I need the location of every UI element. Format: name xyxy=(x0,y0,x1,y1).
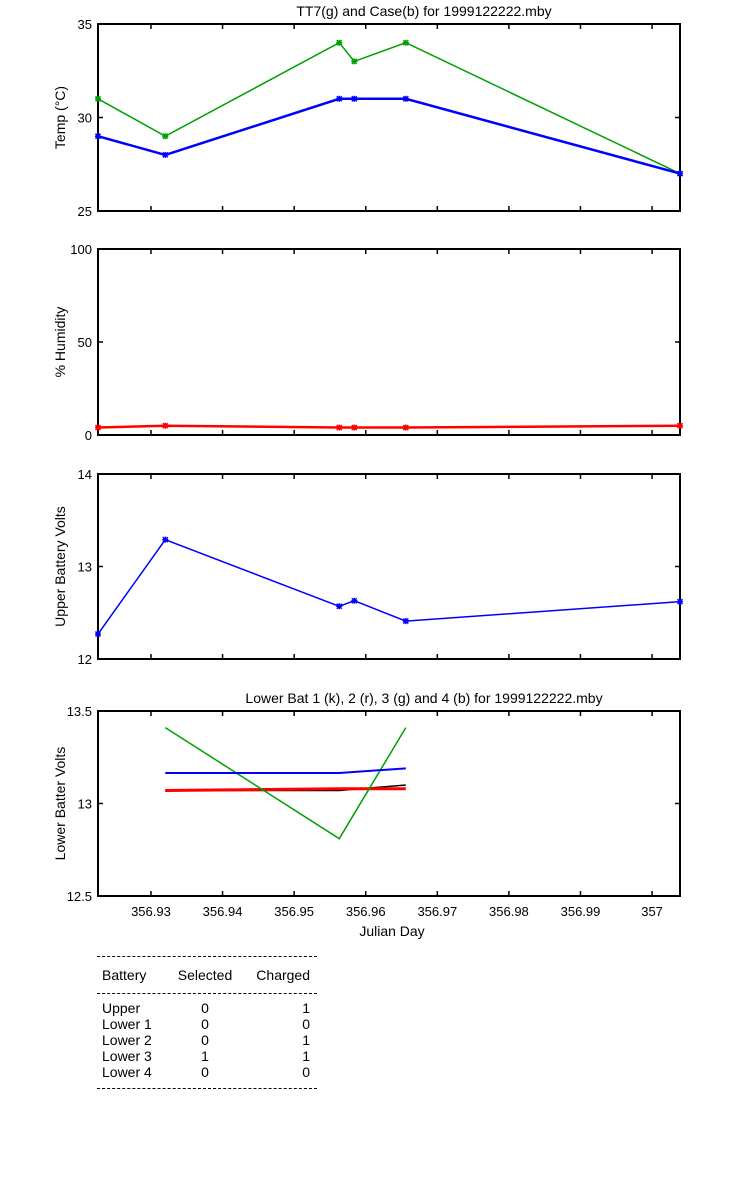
series-line xyxy=(164,727,407,840)
table-row: Lower 4 0 0 xyxy=(97,1064,317,1080)
y-tick-label: 14 xyxy=(78,467,92,482)
data-point xyxy=(94,95,102,102)
divider xyxy=(97,993,317,994)
y-tick-label: 100 xyxy=(70,242,92,257)
table-row: Upper 0 1 xyxy=(97,1000,317,1016)
cell-selected: 0 xyxy=(201,1000,209,1016)
battery-status-table: Battery Selected Charged Upper 0 1 Lower 1… xyxy=(97,956,317,1089)
y-tick-label: 12 xyxy=(78,652,92,667)
y-tick-label: 50 xyxy=(78,335,92,350)
data-point xyxy=(162,133,169,140)
cell-battery: Lower 3 xyxy=(102,1048,152,1064)
data-point xyxy=(336,95,343,102)
plot-title: Lower Bat 1 (k), 2 (r), 3 (g) and 4 (b) … xyxy=(245,690,602,706)
x-tick-label: 356.93 xyxy=(131,904,171,919)
data-point xyxy=(94,424,102,431)
data-point xyxy=(351,597,358,604)
cell-charged: 0 xyxy=(302,1016,310,1032)
cell-selected: 0 xyxy=(201,1016,209,1032)
x-tick-label: 356.97 xyxy=(417,904,457,919)
data-point xyxy=(336,603,343,610)
y-axis-label: Temp (°C) xyxy=(52,86,68,149)
y-tick-label: 25 xyxy=(78,204,92,219)
cell-selected: 1 xyxy=(201,1048,209,1064)
y-tick-label: 35 xyxy=(78,17,92,32)
plot-frame xyxy=(97,473,681,660)
cell-charged: 0 xyxy=(302,1064,310,1080)
cell-battery: Upper xyxy=(102,1000,141,1016)
data-point xyxy=(402,424,409,431)
plot-frame xyxy=(97,248,681,436)
series-line xyxy=(165,767,406,774)
data-point xyxy=(676,170,684,177)
data-point xyxy=(676,598,684,605)
plot-frame xyxy=(97,710,681,897)
y-tick-label: 30 xyxy=(78,111,92,126)
y-axis-label: Lower Batter Volts xyxy=(52,747,68,861)
cell-charged: 1 xyxy=(302,1000,310,1016)
series-line xyxy=(97,424,681,429)
table-header: Battery Selected Charged xyxy=(97,957,317,993)
plot-panel-4: 12.5 13 13.5 356.93 356.94 356.95 356.96 356.97… xyxy=(52,690,681,939)
x-tick-label: 356.96 xyxy=(346,904,386,919)
cell-battery: Lower 1 xyxy=(102,1016,152,1032)
y-tick-label: 12.5 xyxy=(67,889,92,904)
cell-selected: 0 xyxy=(201,1032,209,1048)
data-point xyxy=(336,424,343,431)
data-point xyxy=(336,39,343,46)
data-point xyxy=(94,133,102,140)
table-row: Lower 1 0 0 xyxy=(97,1016,317,1032)
y-tick-label: 0 xyxy=(85,428,92,443)
cell-selected: 0 xyxy=(201,1064,209,1080)
cell-charged: 1 xyxy=(302,1032,310,1048)
series-line xyxy=(97,97,681,175)
x-tick-label: 357 xyxy=(641,904,663,919)
x-axis-label: Julian Day xyxy=(359,923,424,939)
header-selected: Selected xyxy=(177,967,233,983)
header-battery: Battery xyxy=(102,967,147,983)
x-tick-label: 356.94 xyxy=(203,904,243,919)
data-point xyxy=(351,95,358,102)
data-point xyxy=(162,151,169,158)
y-axis-label: % Humidity xyxy=(52,307,68,378)
x-tick-label: 356.98 xyxy=(489,904,529,919)
y-axis-label: Upper Battery Volts xyxy=(52,506,68,627)
series-line xyxy=(97,538,681,635)
divider xyxy=(97,1088,317,1089)
data-point xyxy=(162,536,169,543)
data-point xyxy=(402,95,409,102)
header-charged: Charged xyxy=(256,967,310,983)
y-tick-label: 13.5 xyxy=(67,704,92,719)
plot-panel-3: 12 13 14 Upper Battery Volts xyxy=(52,467,684,667)
data-point xyxy=(162,422,169,429)
cell-battery: Lower 4 xyxy=(102,1064,152,1080)
data-point xyxy=(351,424,358,431)
data-point xyxy=(351,58,358,65)
cell-charged: 1 xyxy=(302,1048,310,1064)
series-line xyxy=(97,41,681,175)
data-point xyxy=(402,39,409,46)
plot-panel-2: 0 50 100 % Humidity xyxy=(52,242,684,443)
table-row: Lower 3 1 1 xyxy=(97,1048,317,1064)
x-tick-label: 356.95 xyxy=(274,904,314,919)
series-line xyxy=(165,787,406,793)
cell-battery: Lower 2 xyxy=(102,1032,152,1048)
table-row: Lower 2 0 1 xyxy=(97,1032,317,1048)
y-tick-label: 13 xyxy=(78,560,92,575)
x-tick-label: 356.99 xyxy=(561,904,601,919)
y-tick-label: 13 xyxy=(78,797,92,812)
plot-frame xyxy=(97,23,681,212)
divider xyxy=(97,956,317,957)
plot-panel-1: 25 30 35 TT7(g) and Case(b) for 1999122222.… xyxy=(52,3,684,219)
data-point xyxy=(402,618,409,625)
plot-title: TT7(g) and Case(b) for 1999122222.mby xyxy=(296,3,551,19)
data-point xyxy=(94,630,102,638)
data-point xyxy=(676,422,684,429)
